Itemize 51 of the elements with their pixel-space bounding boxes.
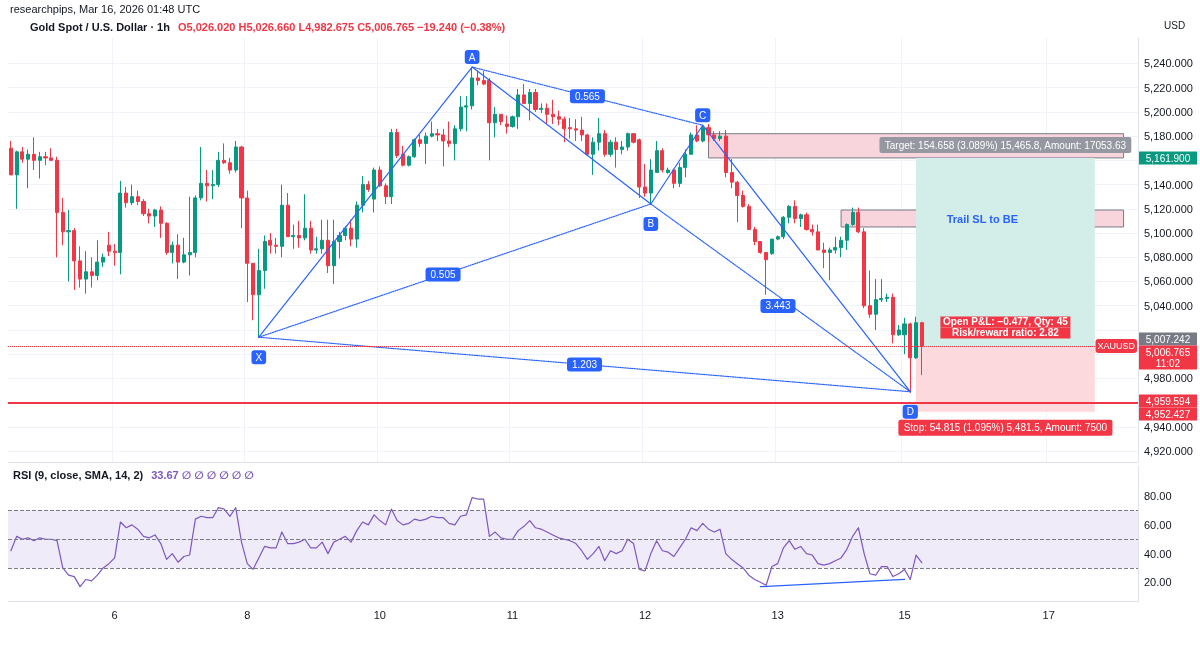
data-label: B bbox=[647, 218, 655, 230]
y-tick-label: 40.00 bbox=[1144, 547, 1172, 560]
data-label: D bbox=[906, 406, 914, 418]
text: 5,007.242 bbox=[1145, 333, 1191, 345]
y-tick-label: 4,920.000 bbox=[1144, 445, 1193, 458]
chart-subtitle: 33.67 ∅ ∅ ∅ ∅ ∅ ∅ bbox=[151, 468, 254, 481]
annotation: 0.505 bbox=[430, 269, 456, 281]
y-tick-label: 20.00 bbox=[1144, 576, 1172, 589]
x-tick-label: 12 bbox=[638, 608, 652, 621]
band-label: Trail SL to BE bbox=[946, 212, 1018, 225]
y-tick-label: 5,040.000 bbox=[1144, 299, 1193, 312]
y-tick-label: 5,200.000 bbox=[1144, 105, 1193, 118]
annotation: 0.565 bbox=[574, 90, 601, 102]
x-tick-label: 10 bbox=[373, 608, 386, 621]
y-tick-label: 5,060.000 bbox=[1144, 275, 1193, 288]
text: researchpips, Mar 16, 2026 01:48 UTC bbox=[10, 2, 201, 15]
annotation: 3.443 bbox=[765, 300, 791, 312]
text: 4,952.427 bbox=[1145, 408, 1191, 420]
annotation: 1.203 bbox=[572, 358, 598, 370]
y-tick-label: 5,140.000 bbox=[1144, 178, 1193, 191]
x-tick-label: 13 bbox=[771, 608, 784, 621]
band-label: Target: 154.658 (3.089%) 15,465.8, Amount: 17053.63 bbox=[884, 139, 1127, 151]
y-tick-label: 5,180.000 bbox=[1144, 130, 1193, 143]
x-tick-label: 17 bbox=[1042, 608, 1055, 621]
y-tick-label: 5,080.000 bbox=[1144, 251, 1193, 264]
y-tick-label: 5,100.000 bbox=[1144, 227, 1193, 240]
annotation: XAUUSD bbox=[1097, 340, 1136, 351]
annotation: Risk/reward ratio: 2.82 bbox=[952, 327, 1060, 339]
y-tick-label: 5,240.000 bbox=[1144, 57, 1193, 70]
data-label: C bbox=[699, 109, 707, 121]
x-tick-label: 11 bbox=[506, 608, 519, 621]
x-tick-label: 15 bbox=[898, 608, 911, 621]
chart-subtitle: O5,026.020 H5,026.660 L4,982.675 C5,006.765 −19.240 (−0.38%) bbox=[177, 20, 506, 33]
y-axis-title: USD bbox=[1164, 19, 1186, 31]
y-tick-label: 80.00 bbox=[1144, 490, 1172, 503]
x-tick-label: 6 bbox=[111, 608, 118, 621]
y-tick-label: 5,220.000 bbox=[1144, 81, 1193, 94]
text: 5,161.900 bbox=[1145, 153, 1191, 165]
y-tick-label: 5,120.000 bbox=[1144, 202, 1193, 215]
band-label: Stop: 54.815 (1.095%) 5,481.5, Amount: 7500 bbox=[903, 422, 1108, 434]
annotation: Open P&L: −0.477, Qty: 45 bbox=[943, 316, 1069, 328]
ref-line-label: 5,006.765 11:02 bbox=[1145, 346, 1191, 369]
y-tick-label: 4,980.000 bbox=[1144, 372, 1193, 385]
y-tick-label: 4,940.000 bbox=[1144, 420, 1193, 433]
ref-line-label: 4,959.594 bbox=[1145, 395, 1191, 407]
y-tick-label: 60.00 bbox=[1144, 518, 1172, 531]
chart-title: Gold Spot / U.S. Dollar · 1h bbox=[30, 20, 171, 33]
chart-title: RSI (9, close, SMA, 14, 2) bbox=[13, 468, 144, 481]
x-tick-label: 8 bbox=[244, 608, 251, 621]
data-label: X bbox=[255, 351, 263, 363]
data-label: A bbox=[468, 51, 476, 63]
